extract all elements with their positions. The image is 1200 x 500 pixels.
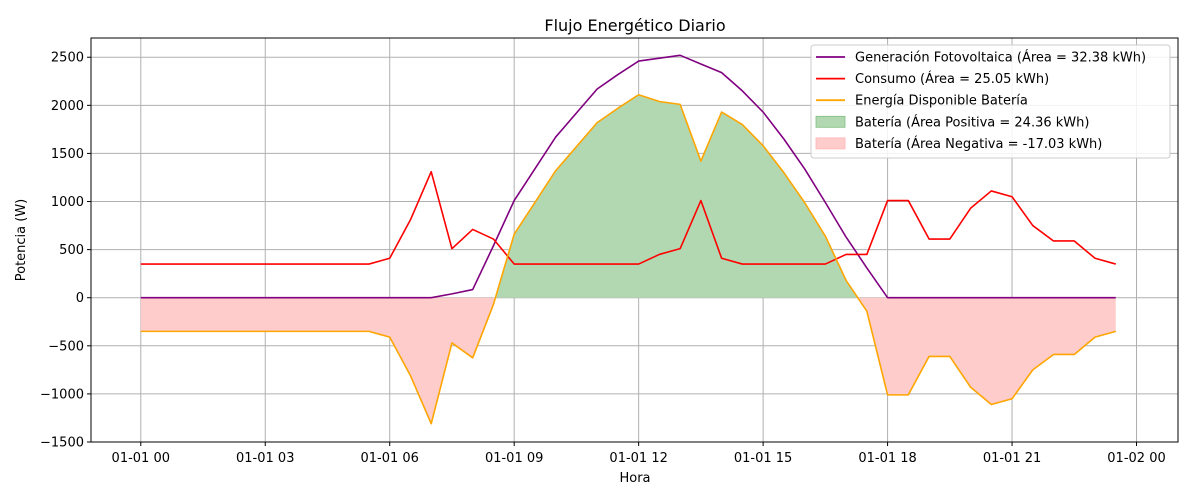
y-tick-label: 2000 <box>51 99 84 114</box>
battery-available-line <box>140 93 1116 425</box>
legend-entry-label: Batería (Área Negativa = -17.03 kWh) <box>855 136 1102 152</box>
x-tick-label: 01-01 18 <box>858 451 916 466</box>
x-tick-label: 01-02 00 <box>1107 451 1165 466</box>
x-tick-label: 01-01 06 <box>360 451 418 466</box>
series-lines <box>140 54 1116 425</box>
legend-entry-label: Batería (Área Positiva = 24.36 kWh) <box>855 114 1089 130</box>
y-tick-label: −1000 <box>40 387 84 402</box>
y-axis-ticks: −1500 −1000 −500 0 500 1000 1500 2000 2500 <box>40 51 91 451</box>
x-tick-label: 01-01 09 <box>485 451 543 466</box>
pv-generation-line <box>140 54 1116 299</box>
battery-positive-area <box>495 94 858 298</box>
x-axis-ticks: 01-01 00 01-01 03 01-01 06 01-01 09 01-01 12… <box>112 442 1166 466</box>
legend-entry-label: Generación Fotovoltaica (Área = 32.38 kW… <box>855 50 1146 66</box>
x-tick-label: 01-01 15 <box>734 451 792 466</box>
y-tick-label: −1500 <box>40 436 84 451</box>
y-tick-label: 1500 <box>51 147 84 162</box>
plot-frame <box>90 37 1179 443</box>
y-axis-label: Potencia (W) <box>14 199 29 282</box>
battery-negative-area <box>140 297 1116 424</box>
x-axis-label: Hora <box>619 471 650 486</box>
y-tick-label: 0 <box>76 291 84 306</box>
chart-title: Flujo Energético Diario <box>544 16 725 35</box>
x-tick-label: 01-01 00 <box>112 451 170 466</box>
legend-area-swatch <box>815 115 846 128</box>
consumption-line <box>140 170 1116 265</box>
y-tick-label: 500 <box>59 243 84 258</box>
y-tick-label: 1000 <box>51 195 84 210</box>
legend-entry-label: Consumo (Área = 25.05 kWh) <box>855 71 1049 87</box>
legend-entry-label: Energía Disponible Batería <box>855 94 1028 109</box>
x-tick-label: 01-01 12 <box>609 451 667 466</box>
y-tick-label: 2500 <box>51 51 84 66</box>
legend-area-swatch <box>815 137 846 150</box>
x-tick-label: 01-01 21 <box>983 451 1041 466</box>
x-tick-label: 01-01 03 <box>236 451 294 466</box>
y-tick-label: −500 <box>48 339 84 354</box>
legend-box <box>810 44 1171 159</box>
legend: Generación Fotovoltaica (Área = 32.38 kW… <box>810 44 1171 159</box>
